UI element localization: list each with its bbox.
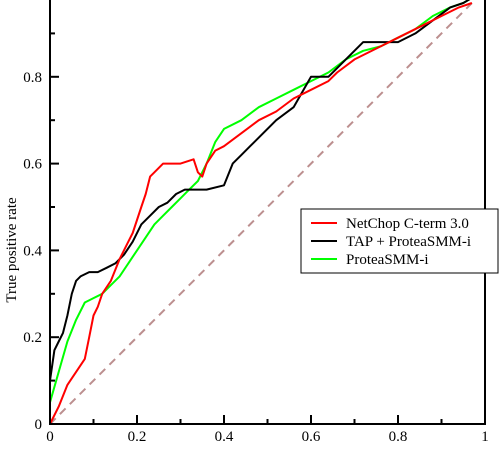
x-tick-label: 0.6	[302, 429, 321, 445]
series-line-tap-proteasmm-i	[49, 0, 471, 381]
x-tick-label: 0.2	[128, 429, 147, 445]
y-axis-title: True positive rate	[4, 197, 20, 303]
x-tick-label: 0.8	[389, 429, 408, 445]
chance-diagonal-line	[49, 0, 477, 425]
legend-label: ProteaSMM-i	[346, 252, 429, 268]
plot-frame	[49, 0, 486, 425]
plot-area	[49, 0, 477, 425]
legend-label: NetChop C-term 3.0	[346, 216, 469, 232]
y-tick-label: 0.4	[23, 243, 42, 259]
y-tick-label: 0.2	[23, 330, 42, 346]
series-line-netchop-c-term-3-0	[49, 2, 473, 425]
x-tick-label: 1	[481, 429, 489, 445]
legend-label: TAP + ProteaSMM-i	[346, 234, 471, 250]
x-tick-label: 0.4	[215, 429, 234, 445]
y-tick-label: 0	[35, 417, 43, 433]
legend: NetChop C-term 3.0 TAP + ProteaSMM-i Prote…	[300, 208, 499, 274]
y-tick-label: 0.8	[23, 70, 42, 86]
y-tick-label: 0.6	[23, 157, 42, 173]
x-tick-label: 0	[46, 429, 54, 445]
